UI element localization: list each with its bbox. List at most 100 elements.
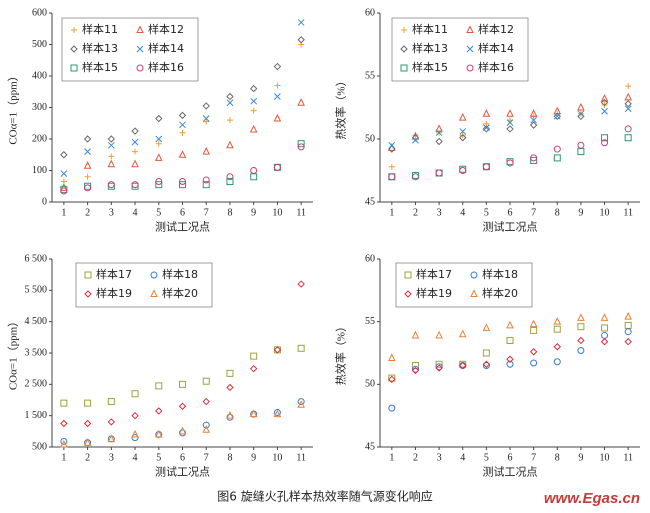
marker [60,151,68,159]
marker [435,330,443,339]
marker [388,375,396,384]
marker [530,116,537,124]
marker [482,323,491,331]
marker [179,129,186,136]
marker [388,141,396,149]
marker [83,438,92,446]
x-tick-label: 9 [578,452,583,463]
x-tick-label: 7 [204,452,209,463]
y-tick-label: 200 [32,133,47,144]
marker [202,425,211,433]
marker [131,181,139,189]
x-tick-label: 7 [531,452,536,463]
marker [202,181,210,189]
x-tick-label: 8 [555,452,560,463]
marker [107,398,115,406]
legend-box [395,262,533,308]
marker [435,360,443,368]
marker [226,99,234,107]
legend-marker [401,27,407,33]
marker [624,100,632,108]
marker [624,125,632,133]
legend-marker [404,290,412,298]
marker [529,348,538,356]
legend-label: 样本20 [482,286,518,300]
legend-label: 样本19 [416,286,452,300]
marker [226,411,234,419]
y-tick-label: 4 500 [25,316,48,327]
marker [84,173,91,180]
marker [226,173,234,181]
legend-marker [470,289,478,297]
marker [131,429,139,438]
marker [388,353,396,362]
marker [155,407,163,415]
legend-label: 样本14 [478,41,514,55]
marker [273,113,282,122]
marker [625,83,632,90]
legend-marker [70,45,78,53]
marker [131,390,139,398]
marker [601,331,609,339]
marker [107,159,116,168]
marker [624,312,632,320]
marker [155,140,162,147]
marker [577,336,585,345]
marker [506,336,514,344]
marker [458,112,467,121]
marker [388,374,396,382]
x-tick-label: 8 [555,207,560,218]
marker [107,434,116,443]
marker [577,102,585,111]
marker [482,362,490,370]
marker [273,62,282,71]
legend-label: 样本13 [412,41,448,55]
legend-marker [84,271,92,279]
x-tick-label: 6 [508,207,513,218]
y-tick-label: 0 [42,196,47,207]
marker [553,145,561,153]
marker [577,313,585,321]
x-tick-label: 11 [296,207,306,218]
x-tick-label: 4 [133,207,138,218]
x-tick-label: 1 [389,207,394,218]
marker [83,419,92,428]
marker [60,437,68,445]
marker [179,380,186,388]
marker [297,36,305,44]
x-tick-label: 11 [623,452,633,463]
marker [530,156,538,164]
marker [155,135,163,143]
marker [459,361,467,370]
x-tick-label: 6 [180,207,185,218]
y-tick-label: 3 500 [25,347,48,358]
marker [202,102,210,110]
marker [250,352,258,360]
y-tick-label: 55 [365,316,375,327]
x-tick-label: 9 [578,207,583,218]
marker [250,97,258,105]
y-tick-label: 6 500 [25,253,48,264]
y-tick-label: 400 [32,70,47,81]
marker [155,178,163,186]
x-tick-label: 3 [437,207,442,218]
marker [388,145,396,153]
marker [482,349,490,357]
x-tick-label: 8 [227,452,232,463]
marker [459,167,467,174]
marker [553,358,561,366]
marker [226,117,233,124]
marker [412,136,419,144]
marker [107,135,116,143]
marker [202,421,210,429]
x-tick-label: 4 [460,207,465,218]
marker [155,181,163,189]
legend-marker [84,290,92,298]
marker [506,355,514,363]
marker [411,362,419,370]
marker [273,163,281,171]
marker [411,365,419,373]
marker [600,338,609,346]
marker [600,98,609,107]
y-tick-label: 300 [32,102,47,113]
